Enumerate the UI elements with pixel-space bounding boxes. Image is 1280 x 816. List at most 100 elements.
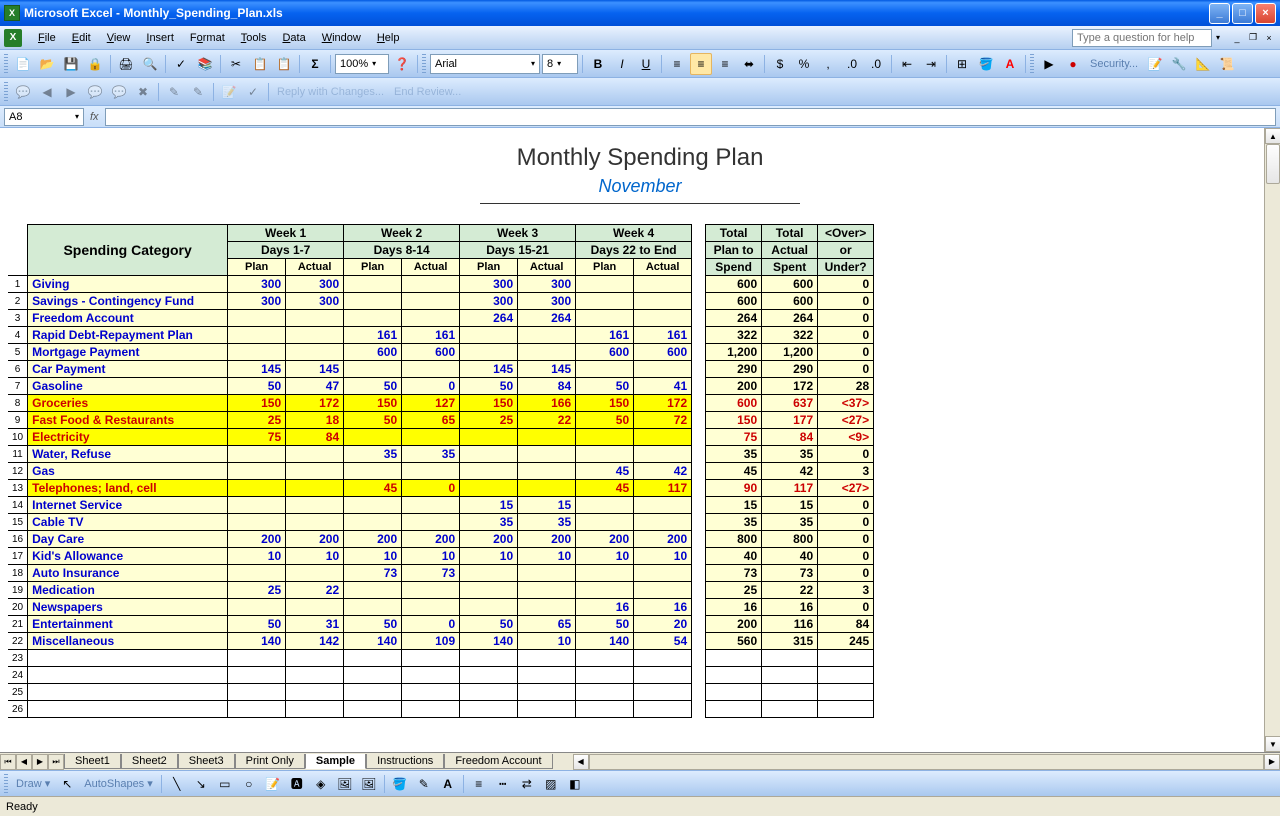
actual-cell[interactable] <box>518 582 576 599</box>
total-actual-cell[interactable]: 172 <box>762 378 818 395</box>
excel-doc-icon[interactable]: X <box>4 29 22 47</box>
plan-cell[interactable] <box>228 497 286 514</box>
total-plan-cell[interactable]: 322 <box>706 327 762 344</box>
actual-cell[interactable] <box>402 293 460 310</box>
actual-cell[interactable]: 47 <box>286 378 344 395</box>
plan-cell[interactable] <box>228 565 286 582</box>
mdi-restore-button[interactable]: ❐ <box>1246 31 1260 45</box>
plan-cell[interactable]: 10 <box>344 548 402 565</box>
total-plan-cell[interactable]: 45 <box>706 463 762 480</box>
total-plan-cell[interactable]: 290 <box>706 361 762 378</box>
fx-button[interactable]: fx <box>90 111 99 123</box>
menu-help[interactable]: Help <box>369 30 408 46</box>
dash-style-icon[interactable]: ┅ <box>492 773 514 795</box>
plan-cell[interactable]: 50 <box>576 412 634 429</box>
actual-cell[interactable] <box>634 514 692 531</box>
end-review-button[interactable]: End Review... <box>390 86 465 98</box>
line-icon[interactable]: ╲ <box>166 773 188 795</box>
plan-cell[interactable]: 50 <box>460 616 518 633</box>
total-plan-cell[interactable]: 200 <box>706 616 762 633</box>
plan-cell[interactable]: 10 <box>460 548 518 565</box>
actual-cell[interactable] <box>286 480 344 497</box>
total-actual-cell[interactable]: 117 <box>762 480 818 497</box>
actual-cell[interactable]: 65 <box>518 616 576 633</box>
actual-cell[interactable]: 35 <box>402 446 460 463</box>
actual-cell[interactable]: 161 <box>634 327 692 344</box>
actual-cell[interactable]: 10 <box>634 548 692 565</box>
actual-cell[interactable] <box>402 361 460 378</box>
plan-cell[interactable] <box>344 276 402 293</box>
font-combo[interactable]: Arial▾ <box>430 54 540 74</box>
over-under-cell[interactable]: 0 <box>818 531 874 548</box>
over-under-cell[interactable]: 245 <box>818 633 874 650</box>
plan-cell[interactable] <box>228 327 286 344</box>
toolbar-handle-2[interactable] <box>422 54 426 74</box>
plan-cell[interactable]: 50 <box>228 378 286 395</box>
actual-cell[interactable]: 264 <box>518 310 576 327</box>
plan-cell[interactable] <box>576 361 634 378</box>
actual-cell[interactable]: 172 <box>634 395 692 412</box>
total-actual-cell[interactable]: 16 <box>762 599 818 616</box>
actual-cell[interactable]: 200 <box>518 531 576 548</box>
actual-cell[interactable]: 41 <box>634 378 692 395</box>
record-macro-icon[interactable]: ● <box>1062 53 1084 75</box>
actual-cell[interactable]: 73 <box>402 565 460 582</box>
table-row[interactable]: 3Freedom Account2642642642640 <box>8 310 874 327</box>
total-actual-cell[interactable]: 35 <box>762 446 818 463</box>
sheet-tab[interactable]: Sample <box>305 754 366 769</box>
plan-cell[interactable]: 140 <box>344 633 402 650</box>
toolbar-handle-5[interactable] <box>4 774 8 794</box>
plan-cell[interactable] <box>576 514 634 531</box>
total-actual-cell[interactable]: 637 <box>762 395 818 412</box>
cut-icon[interactable]: ✂ <box>225 53 247 75</box>
actual-cell[interactable]: 166 <box>518 395 576 412</box>
actual-cell[interactable]: 600 <box>402 344 460 361</box>
over-under-cell[interactable]: 0 <box>818 446 874 463</box>
plan-cell[interactable]: 300 <box>460 276 518 293</box>
plan-cell[interactable]: 75 <box>228 429 286 446</box>
category-cell[interactable]: Telephones; land, cell <box>28 480 228 497</box>
actual-cell[interactable]: 16 <box>634 599 692 616</box>
total-actual-cell[interactable]: 84 <box>762 429 818 446</box>
decrease-indent-icon[interactable]: ⇤ <box>896 53 918 75</box>
category-cell[interactable]: Kid's Allowance <box>28 548 228 565</box>
over-under-cell[interactable]: 0 <box>818 293 874 310</box>
borders-icon[interactable]: ⊞ <box>951 53 973 75</box>
plan-cell[interactable]: 25 <box>228 412 286 429</box>
actual-cell[interactable]: 72 <box>634 412 692 429</box>
total-plan-cell[interactable]: 200 <box>706 378 762 395</box>
fill-color-icon[interactable]: 🪣 <box>975 53 997 75</box>
over-under-cell[interactable]: 0 <box>818 497 874 514</box>
plan-cell[interactable] <box>228 344 286 361</box>
actual-cell[interactable]: 22 <box>518 412 576 429</box>
plan-cell[interactable] <box>460 344 518 361</box>
help-search-input[interactable] <box>1072 29 1212 47</box>
sheet-tab[interactable]: Print Only <box>235 754 305 769</box>
plan-cell[interactable]: 300 <box>460 293 518 310</box>
total-plan-cell[interactable]: 40 <box>706 548 762 565</box>
total-actual-cell[interactable]: 73 <box>762 565 818 582</box>
table-row[interactable]: 17Kid's Allowance101010101010101040400 <box>8 548 874 565</box>
show-ink-icon[interactable]: ✎ <box>187 81 209 103</box>
table-row[interactable]: 6Car Payment1451451451452902900 <box>8 361 874 378</box>
total-actual-cell[interactable]: 600 <box>762 276 818 293</box>
plan-cell[interactable]: 50 <box>228 616 286 633</box>
actual-cell[interactable]: 200 <box>402 531 460 548</box>
total-plan-cell[interactable]: 800 <box>706 531 762 548</box>
actual-cell[interactable]: 145 <box>286 361 344 378</box>
table-row[interactable]: 16Day Care200200200200200200200200800800… <box>8 531 874 548</box>
actual-cell[interactable] <box>286 497 344 514</box>
line-color-icon[interactable]: ✎ <box>413 773 435 795</box>
autosum-icon[interactable]: Σ <box>304 53 326 75</box>
mdi-minimize-button[interactable]: _ <box>1230 31 1244 45</box>
spending-table[interactable]: Spending Category Week 1 Week 2 Week 3 W… <box>8 224 874 718</box>
plan-cell[interactable] <box>576 310 634 327</box>
category-cell[interactable]: Rapid Debt-Repayment Plan <box>28 327 228 344</box>
script-editor-icon[interactable]: 📜 <box>1216 53 1238 75</box>
percent-icon[interactable]: % <box>793 53 815 75</box>
actual-cell[interactable] <box>286 565 344 582</box>
currency-icon[interactable]: $ <box>769 53 791 75</box>
actual-cell[interactable]: 0 <box>402 378 460 395</box>
maximize-button[interactable]: □ <box>1232 3 1253 24</box>
autoshapes-button[interactable]: AutoShapes ▾ <box>80 777 157 790</box>
